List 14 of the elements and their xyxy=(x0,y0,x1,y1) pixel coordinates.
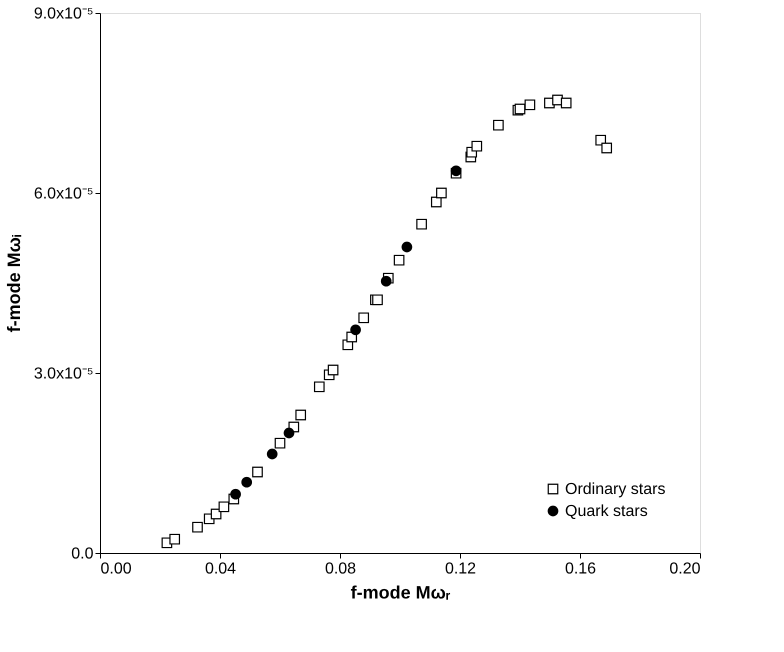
x-tick-label: 0.12 xyxy=(444,560,476,578)
x-axis-title: f-mode Mωᵣ xyxy=(350,582,451,602)
x-tick-label: 0.08 xyxy=(324,560,356,578)
y-tick-label: 6.0x10⁻⁵ xyxy=(34,186,94,202)
x-tick-label: 0.16 xyxy=(564,560,596,578)
y-tick-label: 0.0 xyxy=(71,546,94,562)
y-tick-label: 9.0x10⁻⁵ xyxy=(34,6,94,22)
y-axis-title: f-mode Mωᵢ xyxy=(4,234,24,332)
x-tick-label: 0.20 xyxy=(669,560,701,578)
x-tick-label: 0.00 xyxy=(100,560,132,578)
x-tick-label: 0.04 xyxy=(204,560,236,578)
legend-label: Quark stars xyxy=(565,503,648,520)
legend-label: Ordinary stars xyxy=(565,481,666,498)
y-tick-label: 3.0x10⁻⁵ xyxy=(34,366,94,382)
